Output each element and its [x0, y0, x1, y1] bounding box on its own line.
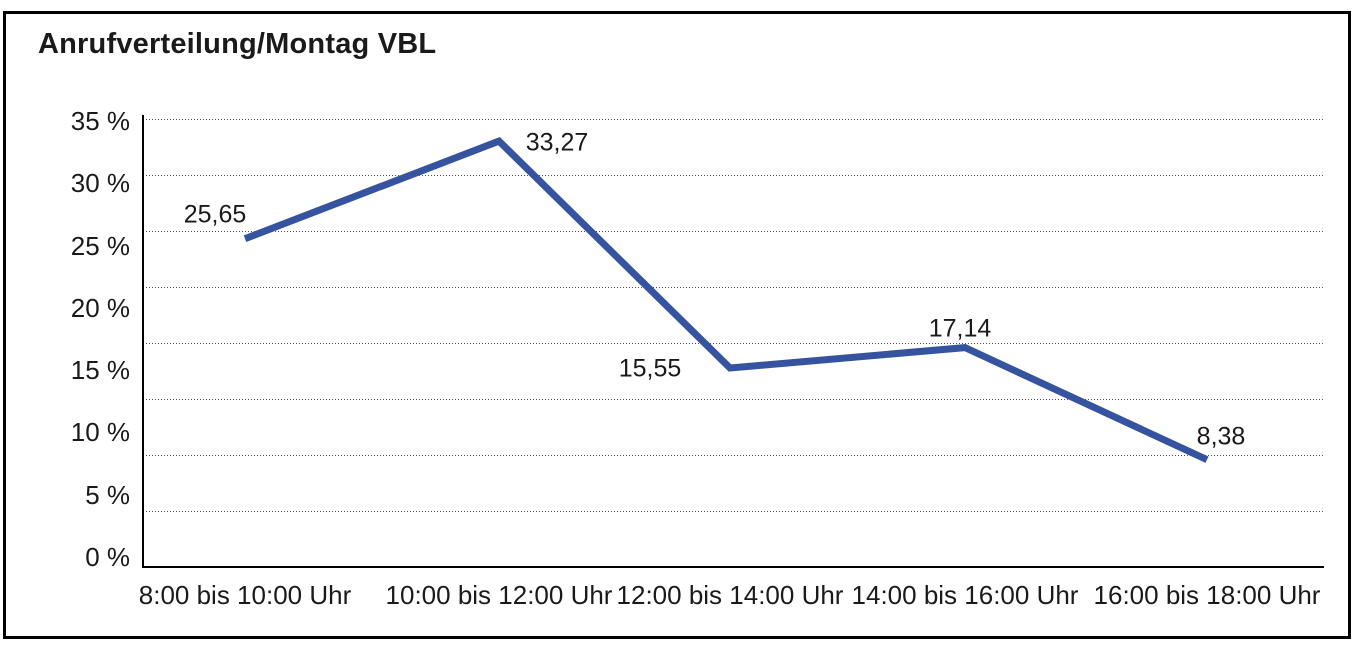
y-tick-label: 10 %: [70, 417, 130, 448]
data-value-label: 17,14: [928, 314, 992, 343]
gridline: [143, 119, 1323, 120]
x-tick-label: 16:00 bis 18:00 Uhr: [1093, 580, 1321, 610]
y-tick-label: 30 %: [70, 168, 130, 199]
x-tick-label: 10:00 bis 12:00 Uhr: [385, 580, 613, 610]
gridline: [143, 399, 1323, 400]
chart-frame: [3, 11, 1351, 639]
gridline: [143, 175, 1323, 176]
y-tick-label: 15 %: [70, 355, 130, 386]
x-tick-label: 8:00 bis 10:00 Uhr: [138, 580, 352, 610]
y-tick-label: 0 %: [85, 541, 130, 572]
y-axis-line: [142, 115, 144, 567]
gridline: [143, 455, 1323, 456]
data-value-label: 8,38: [1196, 422, 1246, 451]
gridline: [143, 287, 1323, 288]
line-series-svg: [243, 137, 1209, 463]
data-value-label: 15,55: [618, 354, 682, 383]
gridline: [143, 511, 1323, 512]
y-tick-label: 35 %: [70, 106, 130, 136]
x-tick-label: 14:00 bis 16:00 Uhr: [851, 580, 1079, 610]
y-tick-label: 20 %: [70, 292, 130, 323]
data-value-label: 33,27: [525, 128, 589, 157]
y-tick-label: 5 %: [85, 479, 130, 510]
gridline: [143, 231, 1323, 232]
y-tick-label: 25 %: [70, 230, 130, 261]
gridline: [143, 343, 1323, 344]
plot-area: [143, 119, 1323, 567]
x-axis-line: [142, 566, 1324, 568]
data-value-label: 25,65: [183, 200, 247, 229]
data-line: [243, 137, 1209, 463]
chart-title: Anrufverteilung/Montag VBL: [38, 28, 437, 60]
x-tick-label: 12:00 bis 14:00 Uhr: [616, 580, 844, 610]
